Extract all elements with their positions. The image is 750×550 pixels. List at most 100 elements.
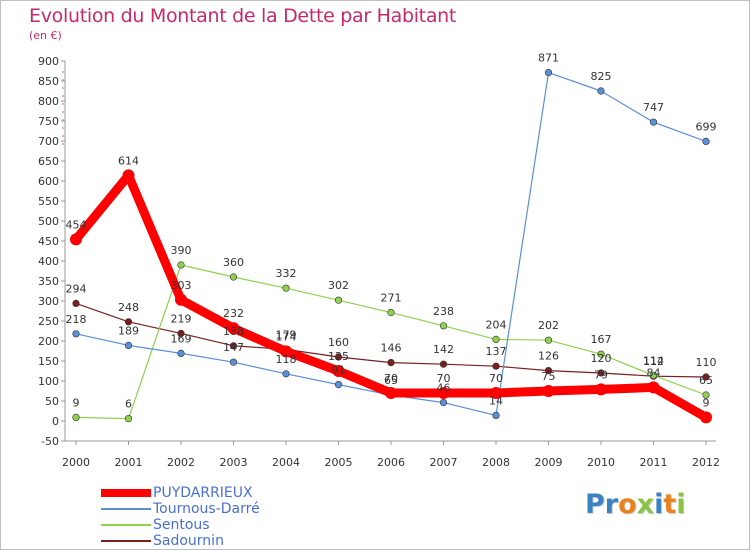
data-point [702, 137, 710, 145]
data-point [72, 413, 80, 422]
data-label: 454 [66, 218, 87, 231]
data-point [647, 381, 660, 394]
data-label: 146 [381, 342, 402, 355]
data-point [492, 411, 500, 420]
data-label: 75 [542, 370, 556, 383]
y-tick-label: 150 [38, 355, 59, 368]
x-tick-label: 2001 [115, 456, 143, 469]
y-tick-label: 400 [38, 255, 59, 268]
x-tick-label: 2006 [377, 456, 405, 469]
data-point [227, 322, 240, 335]
data-label: 294 [66, 282, 87, 295]
x-tick-label: 2011 [640, 456, 668, 469]
data-point [597, 369, 605, 377]
y-tick-label: 350 [38, 275, 59, 288]
legend-swatch [101, 489, 151, 497]
data-label: 14 [489, 394, 503, 407]
legend-swatch [101, 508, 151, 510]
logo-letter: P [585, 489, 605, 520]
data-label: 167 [591, 333, 612, 346]
legend-label: Sentous [153, 517, 210, 533]
data-point [124, 318, 133, 326]
legend-label: PUYDARRIEUX [153, 485, 253, 501]
proxiti-logo: Proxiti [585, 489, 686, 520]
data-point [544, 68, 553, 77]
legend-label: Tournous-Darré [153, 501, 260, 517]
x-tick-label: 2008 [482, 456, 510, 469]
data-label: 360 [223, 256, 244, 269]
data-label: 160 [328, 336, 349, 349]
data-label: 871 [538, 52, 559, 65]
data-label: 238 [433, 305, 454, 318]
x-tick-label: 2012 [692, 456, 720, 469]
logo-letter: o [618, 489, 637, 520]
y-tick-label: 100 [38, 375, 59, 388]
x-tick-label: 2003 [220, 456, 248, 469]
data-label: 219 [171, 312, 192, 325]
legend-label: Sadournin [153, 533, 224, 549]
data-label: 70 [489, 372, 503, 385]
data-point [649, 118, 658, 126]
x-tick-label: 2009 [535, 456, 563, 469]
y-tick-label: 0 [52, 415, 59, 428]
data-label: 614 [118, 154, 139, 167]
legend-swatch [101, 540, 151, 542]
y-tick-label: 50 [45, 395, 59, 408]
data-point [439, 360, 448, 368]
y-tick-label: 250 [38, 315, 59, 328]
data-label: 118 [276, 353, 297, 366]
x-tick-label: 2002 [167, 456, 195, 469]
data-point [334, 296, 343, 304]
data-label: 218 [66, 313, 87, 326]
x-tick-label: 2004 [272, 456, 300, 469]
data-label: 248 [118, 301, 139, 314]
data-label: 9 [703, 396, 710, 409]
data-label: 110 [696, 356, 717, 369]
data-label: 271 [381, 292, 402, 305]
data-point [387, 309, 395, 317]
data-label: 84 [647, 366, 661, 379]
data-point [702, 373, 710, 381]
data-label: 137 [486, 345, 507, 358]
data-label: 303 [171, 279, 192, 292]
logo-letter: r [604, 489, 619, 520]
data-label: 91 [332, 364, 346, 377]
data-point [70, 233, 82, 246]
x-tick-label: 2005 [325, 456, 353, 469]
y-tick-label: 700 [38, 135, 59, 148]
x-tick-label: 2000 [62, 456, 90, 469]
data-point [492, 362, 500, 370]
legend-item-sentous: Sentous [101, 517, 321, 533]
data-point [177, 329, 185, 338]
data-point [72, 299, 80, 308]
y-tick-label: 500 [38, 215, 59, 228]
data-point [177, 261, 185, 269]
data-point [542, 385, 555, 397]
data-point [282, 370, 290, 378]
legend-swatch [101, 524, 151, 526]
y-tick-label: 900 [38, 55, 59, 68]
logo-letter: x [636, 489, 655, 520]
data-point [334, 353, 343, 361]
data-point [332, 365, 345, 377]
data-label: 112 [643, 355, 664, 368]
data-point [124, 415, 133, 423]
data-label: 390 [171, 244, 192, 257]
data-point [492, 335, 500, 344]
data-label: 232 [223, 307, 244, 320]
data-point [700, 411, 712, 424]
y-tick-label: -50 [41, 435, 59, 448]
data-point [544, 367, 553, 375]
data-label: 188 [223, 325, 244, 338]
data-point [437, 387, 450, 399]
data-point [334, 381, 343, 389]
data-label: 189 [118, 324, 139, 337]
data-label: 70 [437, 372, 451, 385]
data-point [490, 387, 502, 399]
y-tick-label: 850 [38, 75, 59, 88]
y-tick-label: 650 [38, 155, 59, 168]
data-label: 65 [384, 374, 398, 387]
legend-item-tournous-darre: Tournous-Darré [101, 501, 321, 517]
